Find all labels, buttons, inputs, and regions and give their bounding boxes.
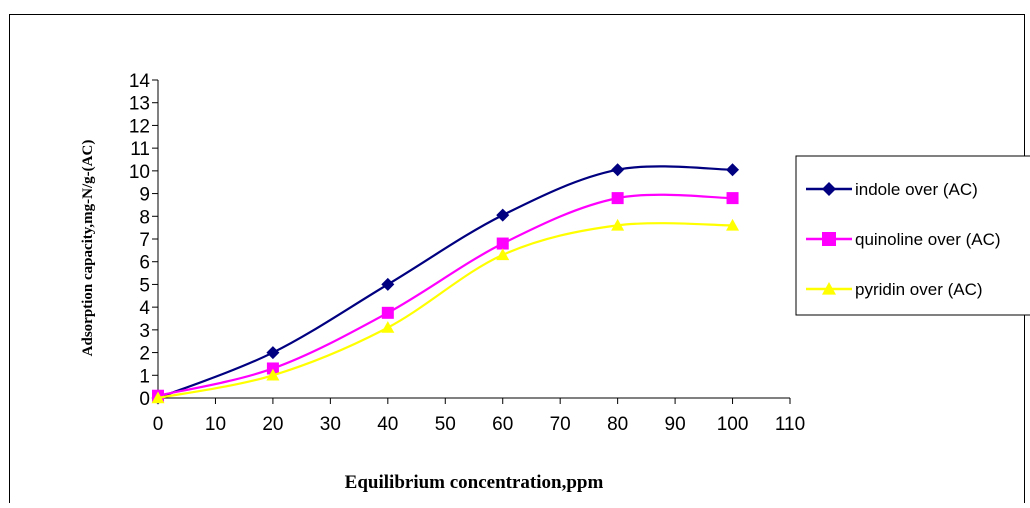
x-tick-label: 110: [775, 414, 805, 435]
y-tick-label: 6: [139, 253, 150, 274]
y-axis-title: Adsorption capacity,mg-N/g-(AC): [80, 140, 96, 357]
legend-label: indole over (AC): [855, 180, 978, 199]
data-point: [381, 321, 395, 333]
data-point: [726, 218, 740, 231]
x-tick-label: 0: [153, 414, 164, 435]
data-point: [151, 391, 165, 404]
x-tick-label: 50: [435, 414, 456, 435]
legend-marker: [822, 232, 836, 246]
series-3: [151, 218, 740, 404]
x-tick-label: 60: [492, 414, 513, 435]
x-tick-label: 40: [377, 414, 398, 435]
data-point: [496, 237, 509, 250]
series-layer: [151, 163, 740, 405]
legend: indole over (AC) quinoline over (AC) pyrid…: [795, 155, 1030, 316]
series-line: [157, 193, 733, 397]
y-tick-label: 7: [139, 230, 150, 251]
data-point: [266, 346, 280, 360]
legend-marker: [822, 182, 836, 196]
data-point: [381, 306, 394, 319]
data-point: [381, 277, 395, 291]
y-tick-label: 12: [129, 116, 150, 137]
series-line: [157, 165, 733, 400]
data-point: [496, 208, 510, 222]
y-tick-label: 9: [139, 185, 150, 206]
series-2: [152, 192, 739, 402]
x-tick-label: 80: [607, 414, 628, 435]
y-tick-label: 10: [129, 162, 150, 183]
y-tick-label: 13: [129, 94, 150, 115]
series-line: [157, 222, 733, 400]
data-point: [266, 362, 279, 375]
data-point: [726, 163, 740, 177]
y-tick-label: 0: [139, 389, 150, 410]
x-tick-label: 70: [550, 414, 571, 435]
series-1: [151, 163, 740, 405]
data-point: [611, 218, 625, 231]
x-tick-label: 20: [262, 414, 283, 435]
y-tick-label: 11: [130, 139, 150, 160]
data-point: [496, 248, 510, 261]
y-tick-label: 2: [139, 344, 150, 365]
data-point: [611, 192, 624, 205]
y-tick-label: 14: [129, 71, 151, 92]
legend-label: quinoline over (AC): [855, 230, 1001, 249]
data-point: [266, 368, 280, 381]
x-axis-title: Equilibrium concentration,ppm: [345, 472, 604, 493]
x-tick-label: 100: [717, 414, 749, 435]
x-tick-label: 30: [320, 414, 341, 435]
y-tick-label: 8: [139, 207, 150, 228]
x-tick-label: 10: [205, 414, 226, 435]
y-tick-label: 5: [139, 275, 150, 296]
legend-marker: [822, 282, 836, 295]
y-tick-label: 1: [139, 366, 150, 387]
x-tick-label: 90: [665, 414, 686, 435]
data-point: [611, 163, 625, 177]
y-tick-label: 4: [139, 298, 150, 319]
data-point: [726, 192, 739, 205]
y-tick-label: 3: [139, 321, 150, 342]
legend-label: pyridin over (AC): [855, 280, 983, 299]
